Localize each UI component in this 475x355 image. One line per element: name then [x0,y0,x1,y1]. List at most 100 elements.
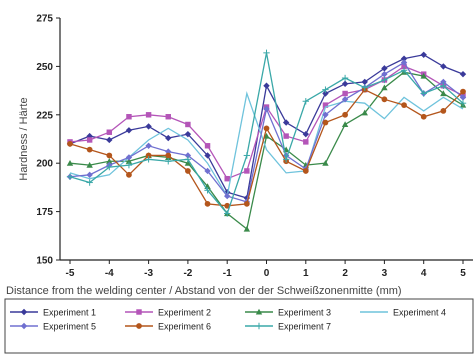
legend-swatch-marker [136,309,142,315]
y-tick-label: 200 [36,159,53,170]
legend-swatch-marker [136,323,142,329]
data-point [440,78,447,86]
data-point [185,121,191,128]
data-point [126,114,132,120]
data-point [322,102,329,108]
data-point [361,109,368,116]
data-point [400,59,408,66]
legend-label: Experiment 5 [43,322,96,332]
data-point [204,143,211,149]
legend-label: Experiment 6 [158,322,211,332]
y-tick-label: 250 [36,62,53,73]
data-point [106,152,113,159]
x-tick-label: -5 [66,268,75,279]
data-point [125,158,133,164]
data-point [165,114,171,120]
data-point [282,156,290,163]
data-point [106,158,113,164]
data-point [459,94,467,101]
data-point [243,200,250,207]
data-point [86,179,93,186]
data-point [341,74,349,82]
legend-item: Experiment 1 [10,308,96,318]
data-point [86,161,93,168]
data-point [459,70,467,78]
data-point [224,210,231,217]
data-point [302,168,309,174]
data-point [341,121,349,128]
data-point [263,125,270,132]
series-7 [66,49,467,217]
data-point [322,86,329,93]
data-point [381,65,388,72]
axes: 150 175 200 225 250 275 -5 -4 -3 -2 -1 0 1 2 3 4 5 [36,14,473,279]
legend-label: Experiment 3 [278,308,331,318]
x-tick-label: 3 [382,268,388,279]
data-point [145,152,152,159]
data-point [302,98,309,105]
data-point [341,80,349,88]
data-point [341,96,349,103]
data-point [145,156,152,163]
data-point [86,146,93,153]
data-point [420,72,427,79]
data-point [440,82,447,89]
data-point [381,76,388,84]
legend-item: Experiment 6 [125,322,211,332]
data-point [322,90,329,97]
legend-item: Experiment 2 [125,308,211,318]
data-point [243,152,251,159]
data-point [125,127,133,134]
y-tick-label: 175 [36,207,53,218]
data-point [459,99,467,107]
data-point [224,192,231,200]
data-point [204,200,211,207]
data-point [420,51,427,58]
data-point [67,140,73,147]
data-point [145,123,152,130]
legend-swatch-marker [20,308,28,316]
data-point [263,132,270,139]
data-point [106,136,113,144]
data-point [204,152,211,159]
data-point [184,152,192,159]
data-point [66,160,74,166]
series-4 [69,91,464,198]
data-point [361,78,368,86]
x-tick-label: 0 [264,268,270,279]
data-point [125,154,133,161]
data-point [204,167,211,175]
data-point [165,152,172,159]
data-point [322,119,329,126]
data-point [401,102,407,109]
legend-label: Experiment 4 [393,308,446,318]
data-point [440,90,447,97]
x-axis-title: Distance from the welding center / Absta… [6,285,402,297]
data-point [342,111,348,118]
data-point [125,161,133,169]
data-point [420,113,427,120]
data-point [302,130,309,138]
data-point [400,67,408,74]
data-point [303,139,309,145]
data-point [224,202,231,209]
data-point [106,129,113,135]
data-point [165,158,172,165]
data-point [440,63,447,70]
data-point [283,133,289,139]
legend-item: Experiment 7 [245,322,331,332]
data-point [184,156,192,163]
data-point [244,168,250,174]
x-tick-label: -4 [105,268,114,279]
data-point [145,112,152,118]
data-point [401,63,407,70]
data-point [440,108,447,114]
data-point [184,130,192,138]
data-point [86,137,93,143]
series-layer [66,49,467,232]
x-tick-label: 1 [303,268,309,279]
data-point [361,84,368,91]
x-tick-label: -3 [144,268,153,279]
data-point [165,134,172,142]
